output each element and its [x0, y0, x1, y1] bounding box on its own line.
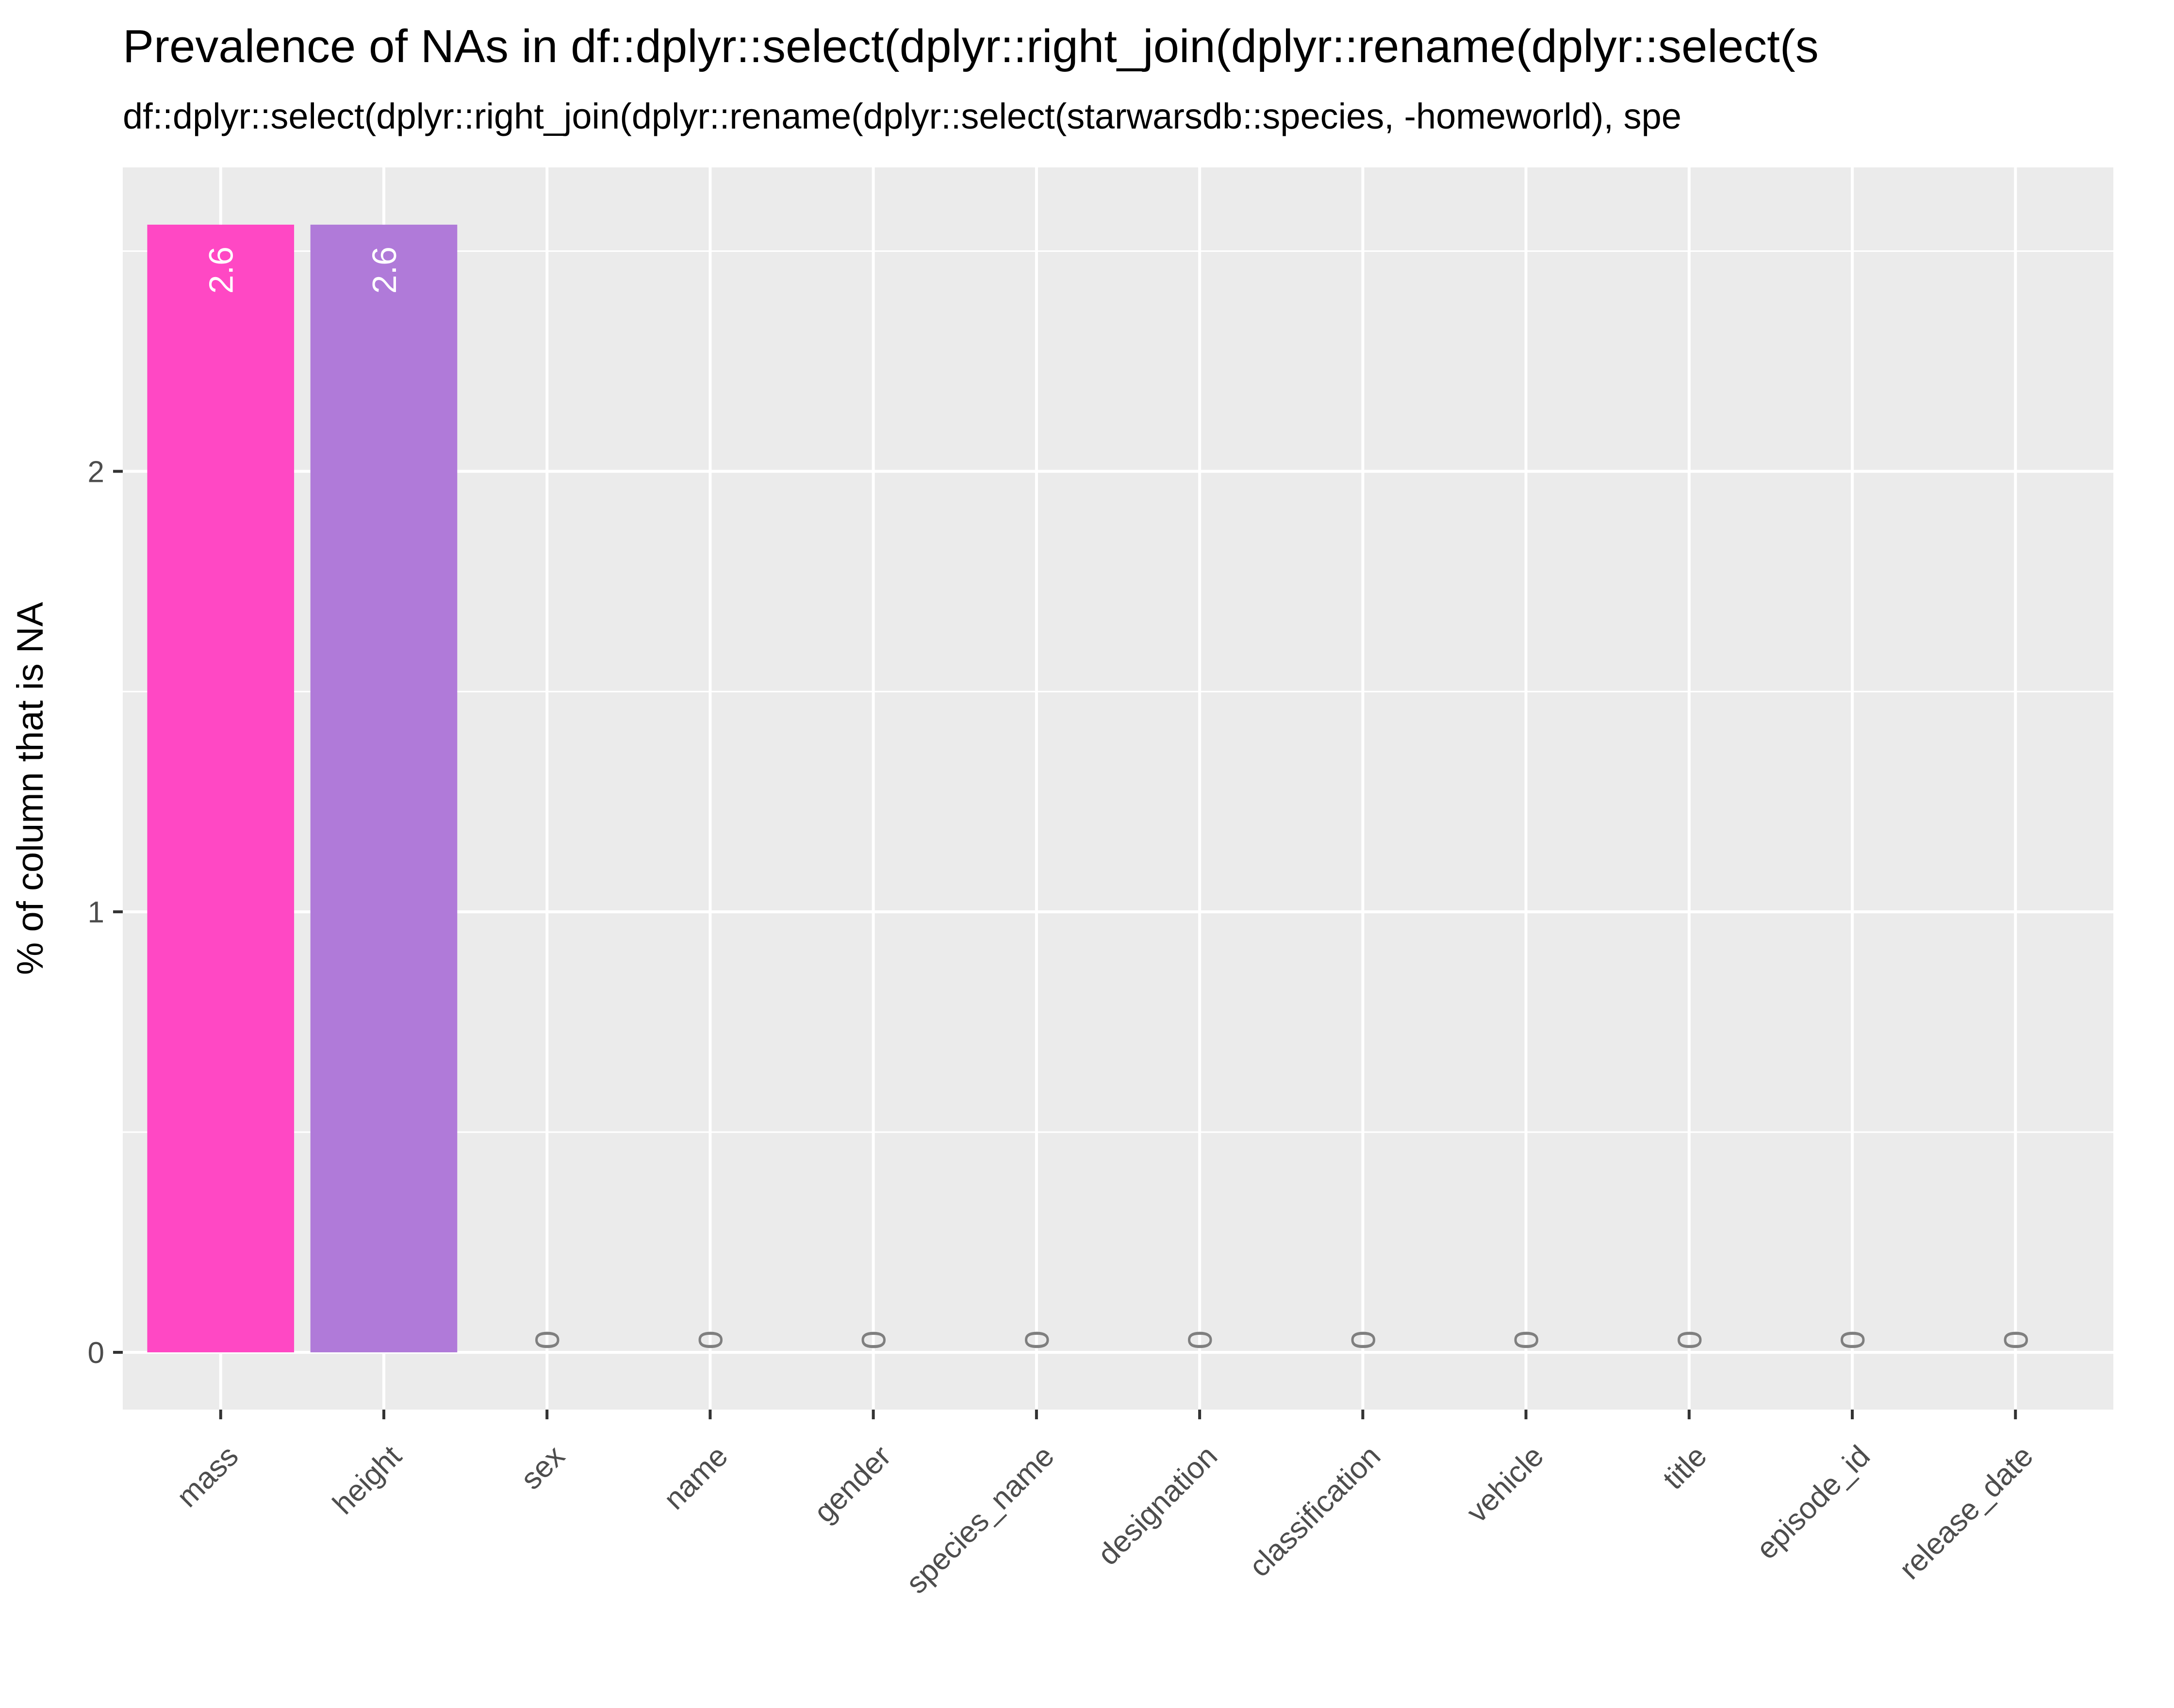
x-tick-label: title [1657, 1439, 1713, 1496]
x-tick-label: release_date [1893, 1439, 2040, 1586]
y-tick-label: 0 [88, 1336, 104, 1370]
x-tick-label: height [327, 1439, 408, 1521]
bar-height [310, 225, 458, 1352]
bar-value-label: 0 [1997, 1330, 2035, 1349]
y-axis: 0 1 2 [88, 455, 123, 1370]
x-tick-label: gender [807, 1439, 897, 1529]
bar-value-label: 0 [692, 1330, 729, 1349]
bar-value-label: 0 [528, 1330, 566, 1349]
bars [147, 225, 458, 1352]
x-tick-label: species_name [900, 1439, 1060, 1600]
bar-value-label: 2.6 [365, 246, 403, 294]
y-tick-label: 2 [88, 455, 104, 489]
x-tick-label: vehicle [1460, 1439, 1550, 1529]
chart-subtitle: df::dplyr::select(dplyr::right_join(dply… [123, 96, 1681, 136]
bar-labels: 2.6 2.6 0 0 0 0 0 0 0 0 0 0 [202, 246, 2035, 1349]
bar-value-label: 0 [1018, 1330, 1056, 1349]
bar-value-label: 0 [855, 1330, 893, 1349]
x-tick-label: sex [514, 1439, 571, 1496]
chart-title: Prevalence of NAs in df::dplyr::select(d… [123, 20, 1819, 72]
x-axis: mass height sex name gender species_name desig… [170, 1410, 2040, 1600]
x-tick-label: episode_id [1750, 1439, 1877, 1566]
x-tick-label: classification [1243, 1439, 1387, 1583]
x-tick-label: designation [1091, 1439, 1224, 1572]
y-axis-title: % of column that is NA [10, 602, 51, 975]
y-tick-label: 1 [88, 896, 104, 929]
bar-value-label: 0 [1344, 1330, 1382, 1349]
bar-value-label: 0 [1834, 1330, 1872, 1349]
bar-mass [147, 225, 295, 1352]
x-tick-label: name [658, 1439, 734, 1516]
bar-value-label: 0 [1508, 1330, 1546, 1349]
bar-value-label: 0 [1671, 1330, 1709, 1349]
bar-value-label: 2.6 [202, 246, 240, 294]
x-tick-label: mass [170, 1439, 245, 1514]
bar-value-label: 0 [1181, 1330, 1219, 1349]
